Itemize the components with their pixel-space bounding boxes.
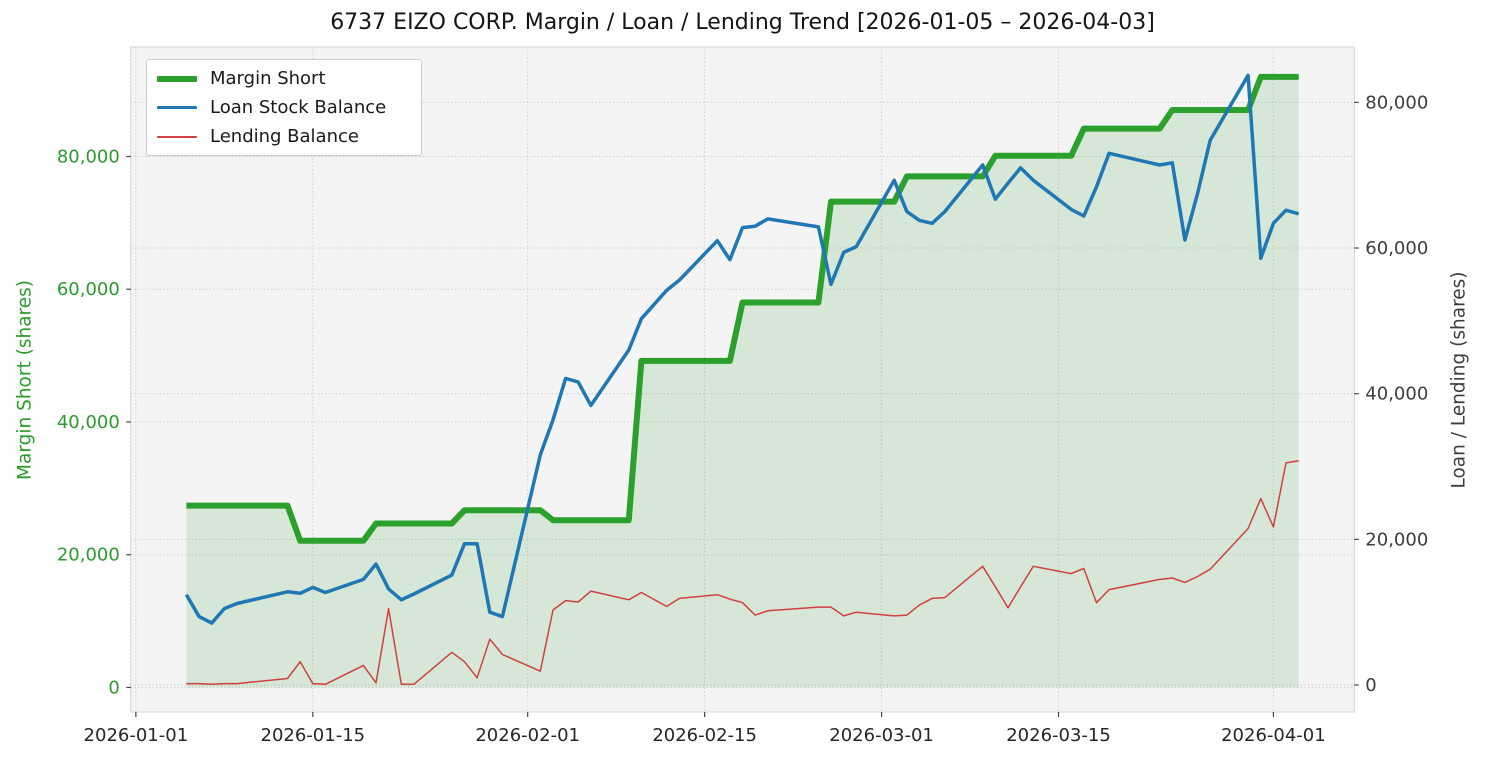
margin-short-area (186, 76, 1299, 688)
left-tick-label: 60,000 (57, 279, 120, 300)
chart-title: 6737 EIZO CORP. Margin / Loan / Lending … (330, 10, 1155, 35)
axes-frame (130, 46, 1355, 713)
legend-item-lending: Lending Balance (157, 122, 411, 151)
legend-item-margin-short: Margin Short (157, 64, 411, 93)
left-tick-label: 40,000 (57, 412, 120, 433)
right-tick-label: 60,000 (1365, 238, 1428, 259)
x-tick-label: 2026-01-01 (84, 725, 189, 746)
loan-stock-swatch (157, 105, 197, 110)
legend-label: Loan Stock Balance (210, 97, 387, 118)
margin-short-line (186, 73, 1299, 544)
x-tick-label: 2026-03-01 (829, 725, 934, 746)
right-tick-label: 20,000 (1365, 529, 1428, 550)
legend-label: Margin Short (210, 68, 326, 89)
right-axis-label: Loan / Lending (shares) (1448, 271, 1470, 489)
x-tick-label: 2026-02-15 (652, 725, 757, 746)
right-tick-label: 40,000 (1365, 384, 1428, 405)
legend-label: Lending Balance (210, 126, 359, 147)
left-tick-label: 0 (108, 677, 119, 698)
x-tick-label: 2026-01-15 (261, 725, 366, 746)
legend: Margin Short Loan Stock Balance Lending … (146, 59, 422, 156)
x-tick-label: 2026-02-01 (475, 725, 580, 746)
right-tick-label: 80,000 (1365, 92, 1428, 113)
left-tick-label: 20,000 (57, 545, 120, 566)
x-tick-label: 2026-03-15 (1006, 725, 1111, 746)
legend-item-loan-stock: Loan Stock Balance (157, 93, 411, 122)
margin-short-swatch (157, 75, 197, 82)
left-axis-label: Margin Short (shares) (14, 280, 36, 480)
loan-stock-balance-line (184, 73, 1300, 625)
lending-swatch (157, 135, 197, 138)
right-tick-label: 0 (1365, 675, 1376, 696)
lending-balance-line (186, 459, 1299, 686)
x-tick-label: 2026-04-01 (1221, 725, 1326, 746)
left-tick-label: 80,000 (57, 147, 120, 168)
axes-background (130, 47, 1355, 712)
